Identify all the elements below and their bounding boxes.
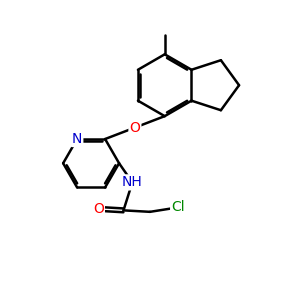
Text: NH: NH bbox=[122, 176, 143, 189]
Text: O: O bbox=[130, 121, 140, 135]
Text: Cl: Cl bbox=[171, 200, 185, 214]
Text: N: N bbox=[72, 132, 82, 146]
Text: O: O bbox=[93, 202, 104, 216]
